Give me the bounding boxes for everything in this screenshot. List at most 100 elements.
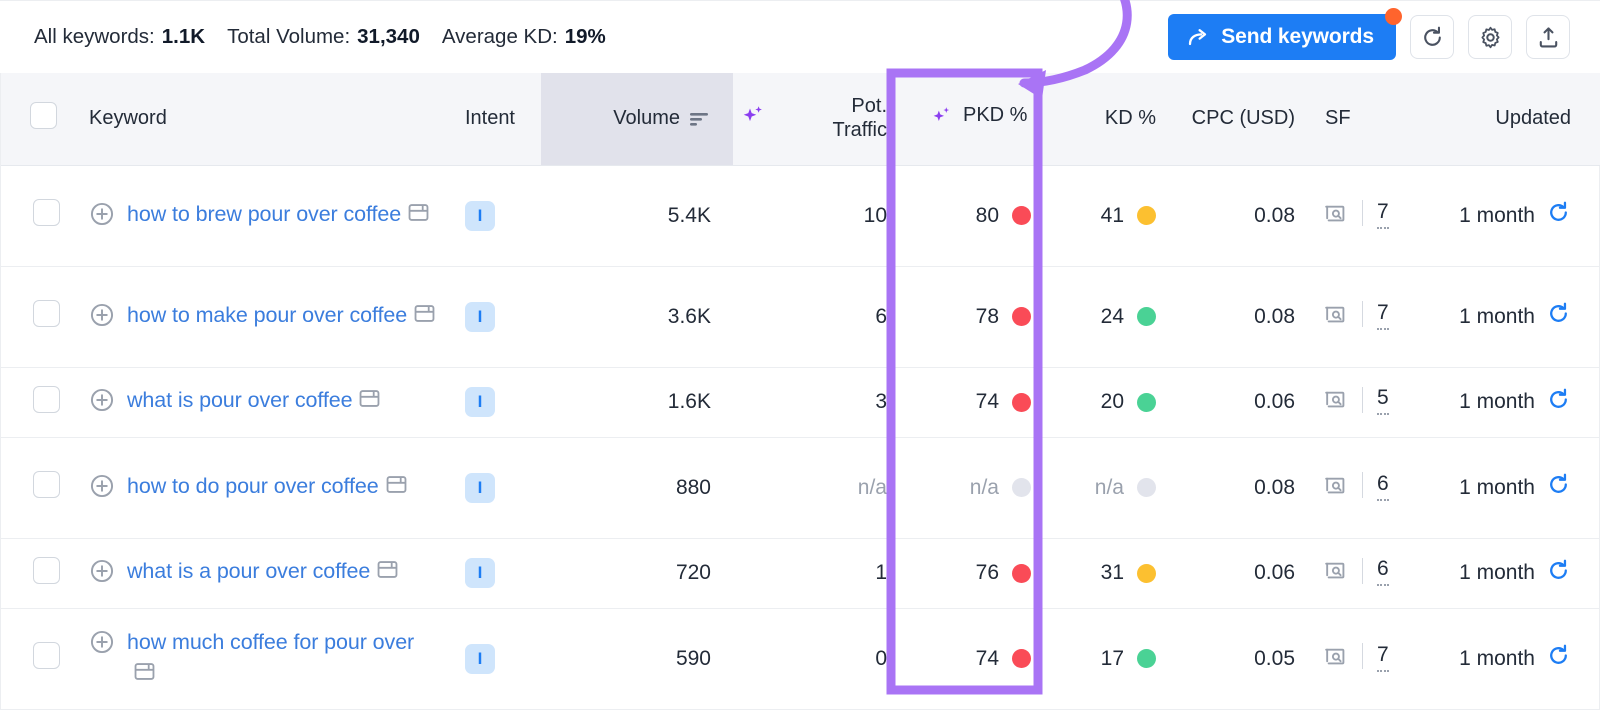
kd-cell: n/a (1059, 437, 1174, 538)
header-ai-column[interactable] (733, 73, 787, 166)
serp-preview-icon[interactable] (386, 473, 407, 504)
volume-cell: 590 (675, 646, 711, 670)
stat-total-volume-value: 31,340 (357, 25, 420, 48)
sf-cell: 5 (1307, 367, 1435, 437)
kd-score-dot (1137, 563, 1156, 583)
keyword-cell: how to brew pour over coffee (85, 165, 445, 266)
send-keywords-button[interactable]: Send keywords (1168, 8, 1402, 60)
intent-badge[interactable]: I (465, 558, 495, 588)
intent-badge[interactable]: I (465, 301, 495, 332)
keyword-cell: how much coffee for pour over (85, 608, 445, 709)
row-refresh-icon[interactable] (1546, 301, 1571, 332)
sf-count[interactable]: 5 (1377, 386, 1389, 415)
intent-badge[interactable]: I (465, 387, 495, 417)
cpc-cell: 0.08 (1254, 304, 1295, 328)
pkd-cell: 80 (911, 165, 1059, 266)
header-sf[interactable]: SF (1307, 73, 1435, 166)
serp-preview-icon[interactable] (377, 558, 398, 589)
intent-badge[interactable]: I (465, 472, 495, 503)
header-kd[interactable]: KD % (1059, 73, 1174, 166)
row-select-cell (1, 266, 85, 367)
select-all-checkbox[interactable] (29, 102, 57, 130)
keyword-link[interactable]: what is pour over coffee (127, 385, 380, 418)
ai-cell (733, 608, 787, 709)
serp-source-icon[interactable] (1323, 387, 1348, 412)
keyword-link[interactable]: how to brew pour over coffee (127, 199, 429, 232)
row-checkbox[interactable] (32, 300, 60, 327)
pot-traffic-cell: n/a (857, 475, 887, 499)
pot-traffic-cell: 3 (875, 390, 887, 413)
sf-count[interactable]: 7 (1377, 301, 1389, 330)
add-keyword-icon[interactable] (89, 387, 115, 419)
header-intent[interactable]: Intent (445, 73, 541, 166)
settings-button[interactable] (1468, 15, 1512, 59)
volume-cell: 3.6K (667, 304, 711, 328)
summary-stats: All keywords: 1.1K Total Volume: 31,340 … (34, 25, 606, 49)
keyword-link[interactable]: what is a pour over coffee (127, 556, 398, 589)
header-volume[interactable]: Volume (541, 73, 733, 166)
table-row[interactable]: what is a pour over coffee I 720 1 76 31 0.06 6… (1, 538, 1600, 608)
pkd-score-dot (1012, 307, 1031, 326)
header-pot-traffic[interactable]: Pot. Traffic (787, 73, 911, 166)
refresh-icon (1420, 25, 1445, 50)
table-row[interactable]: how to do pour over coffee I 880 n/a n/a n/a 0… (1, 437, 1600, 538)
serp-source-icon[interactable] (1323, 201, 1348, 226)
add-keyword-icon[interactable] (89, 302, 115, 334)
intent-cell: I (445, 437, 541, 538)
header-volume-label: Volume (613, 107, 680, 130)
header-updated[interactable]: Updated (1435, 73, 1600, 166)
stat-total-volume: Total Volume: 31,340 (227, 25, 420, 49)
pkd-cell: 74 (911, 367, 1059, 437)
header-pot-traffic-line2: Traffic (832, 118, 887, 141)
sf-divider (1362, 301, 1363, 327)
serp-preview-icon[interactable] (359, 387, 380, 418)
serp-source-icon[interactable] (1323, 558, 1348, 583)
row-checkbox[interactable] (32, 642, 60, 669)
sf-count[interactable]: 7 (1377, 200, 1389, 229)
serp-preview-icon[interactable] (134, 660, 155, 691)
serp-source-icon[interactable] (1323, 473, 1348, 498)
row-refresh-icon[interactable] (1546, 387, 1571, 418)
serp-preview-icon[interactable] (414, 302, 435, 333)
header-cpc[interactable]: CPC (USD) (1174, 73, 1307, 166)
table-row[interactable]: how to make pour over coffee I 3.6K 6 78 24 0.… (1, 266, 1600, 367)
serp-preview-icon[interactable] (408, 201, 429, 232)
header-select-all-cell (1, 73, 85, 166)
ai-cell (733, 367, 787, 437)
keyword-link[interactable]: how much coffee for pour over (127, 627, 439, 691)
add-keyword-icon[interactable] (89, 201, 115, 233)
row-refresh-icon[interactable] (1546, 200, 1571, 231)
export-button[interactable] (1526, 15, 1570, 59)
add-keyword-icon[interactable] (89, 629, 115, 661)
keyword-link[interactable]: how to do pour over coffee (127, 471, 407, 504)
row-refresh-icon[interactable] (1546, 472, 1571, 503)
intent-badge[interactable]: I (465, 200, 495, 231)
add-keyword-icon[interactable] (89, 558, 115, 590)
keyword-link[interactable]: how to make pour over coffee (127, 300, 435, 333)
serp-source-icon[interactable] (1323, 302, 1348, 327)
row-refresh-icon[interactable] (1546, 643, 1571, 674)
header-keyword[interactable]: Keyword (85, 73, 445, 166)
row-refresh-icon[interactable] (1546, 558, 1571, 589)
add-keyword-icon[interactable] (89, 473, 115, 505)
sf-count[interactable]: 7 (1377, 643, 1389, 672)
row-checkbox[interactable] (32, 385, 60, 413)
row-checkbox[interactable] (32, 471, 60, 498)
table-row[interactable]: what is pour over coffee I 1.6K 3 74 20 0.06 5 1… (1, 367, 1600, 437)
table-row[interactable]: how much coffee for pour over I 590 0 74 17 0.… (1, 608, 1600, 709)
pkd-score-dot (1012, 649, 1031, 668)
sf-count[interactable]: 6 (1377, 472, 1389, 501)
table-row[interactable]: how to brew pour over coffee I 5.4K 10 80 41 0… (1, 165, 1600, 266)
row-checkbox[interactable] (32, 199, 60, 226)
intent-cell: I (445, 538, 541, 608)
intent-badge[interactable]: I (465, 643, 495, 674)
pkd-cell: 78 (911, 266, 1059, 367)
volume-cell: 880 (675, 475, 711, 499)
pkd-cell: 74 (911, 608, 1059, 709)
sf-count[interactable]: 6 (1377, 557, 1389, 586)
serp-source-icon[interactable] (1323, 644, 1348, 669)
row-checkbox[interactable] (32, 556, 60, 584)
refresh-button[interactable] (1410, 15, 1454, 59)
header-pkd[interactable]: PKD % (911, 73, 1059, 166)
sf-cell: 7 (1307, 165, 1435, 266)
